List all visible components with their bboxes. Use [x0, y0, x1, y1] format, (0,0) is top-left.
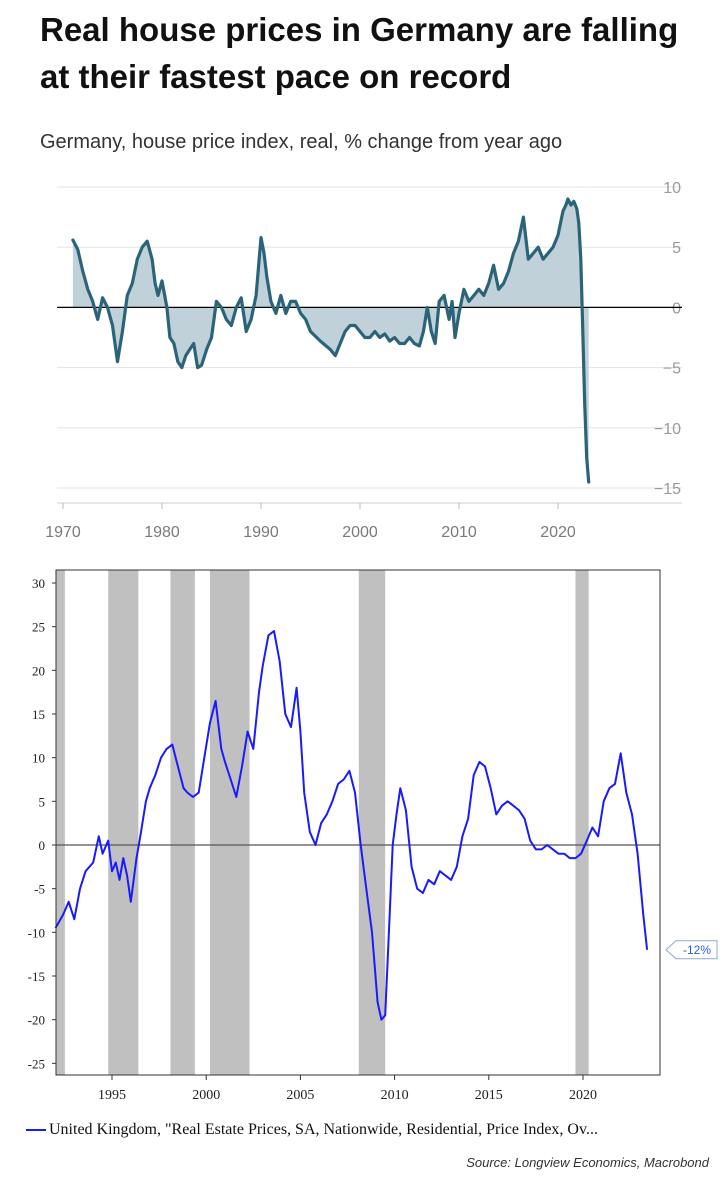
y-tick-label: 30: [32, 576, 45, 591]
recession-band: [575, 570, 589, 1075]
legend-entry: United Kingdom, "Real Estate Prices, SA,…: [26, 1121, 598, 1139]
recession-band: [209, 570, 250, 1075]
x-tick-label: 1980: [144, 524, 180, 541]
end-value-label: -12%: [683, 943, 711, 957]
recession-band: [358, 570, 386, 1075]
source-note: Source: Longview Economics, Macrobond: [466, 1155, 709, 1170]
recession-band: [56, 570, 65, 1075]
y-tick-label: 20: [32, 663, 45, 678]
y-tick-label: −10: [654, 421, 681, 438]
y-tick-label: -25: [28, 1056, 45, 1071]
x-tick-label: 2010: [381, 1088, 409, 1103]
end-value-callout: [665, 940, 718, 960]
germany-house-price-chart: 10 5 0 −5 −10 −15 1970 1980 1990 2000 2010 2020: [45, 180, 682, 541]
chart-subtitle: Germany, house price index, real, % chan…: [40, 131, 563, 153]
y-tick-label: −5: [663, 361, 681, 378]
recession-band: [170, 570, 195, 1075]
series-line: [71, 197, 591, 484]
y-tick-label: -20: [28, 1013, 45, 1028]
legend-line-swatch: [26, 1129, 46, 1132]
area-fill: [72, 199, 589, 482]
x-tick-label: 1970: [45, 524, 81, 541]
x-tick-label: 2000: [192, 1088, 220, 1103]
y-tick-label: -15: [28, 969, 45, 984]
x-tick-label: 1995: [98, 1088, 126, 1103]
y-tick-label: 25: [32, 620, 45, 635]
x-tick-label: 1990: [243, 524, 279, 541]
x-tick-label: 2010: [441, 524, 477, 541]
y-tick-label: 5: [39, 794, 46, 809]
x-tick-label: 2015: [475, 1088, 503, 1103]
x-tick-label: 2005: [286, 1088, 314, 1103]
y-tick-label: −15: [654, 481, 681, 498]
x-tick-label: 2000: [342, 524, 378, 541]
x-tick-label: 2020: [569, 1088, 597, 1103]
y-tick-label: 10: [32, 751, 45, 766]
y-tick-label: 0: [39, 838, 46, 853]
y-tick-label: 0: [672, 300, 681, 317]
series-line: [54, 630, 649, 1021]
x-tick-label: 2020: [540, 524, 576, 541]
y-tick-label: -10: [28, 925, 45, 940]
legend-label: United Kingdom, "Real Estate Prices, SA,…: [49, 1121, 598, 1138]
y-tick-label: 15: [32, 707, 45, 722]
y-tick-label: -5: [34, 882, 45, 897]
recession-band: [108, 570, 139, 1075]
page-title: Real house prices in Germany are falling…: [40, 11, 679, 95]
y-tick-label: 10: [663, 180, 681, 197]
y-tick-label: 5: [672, 240, 681, 257]
plot-frame: [55, 569, 661, 1076]
